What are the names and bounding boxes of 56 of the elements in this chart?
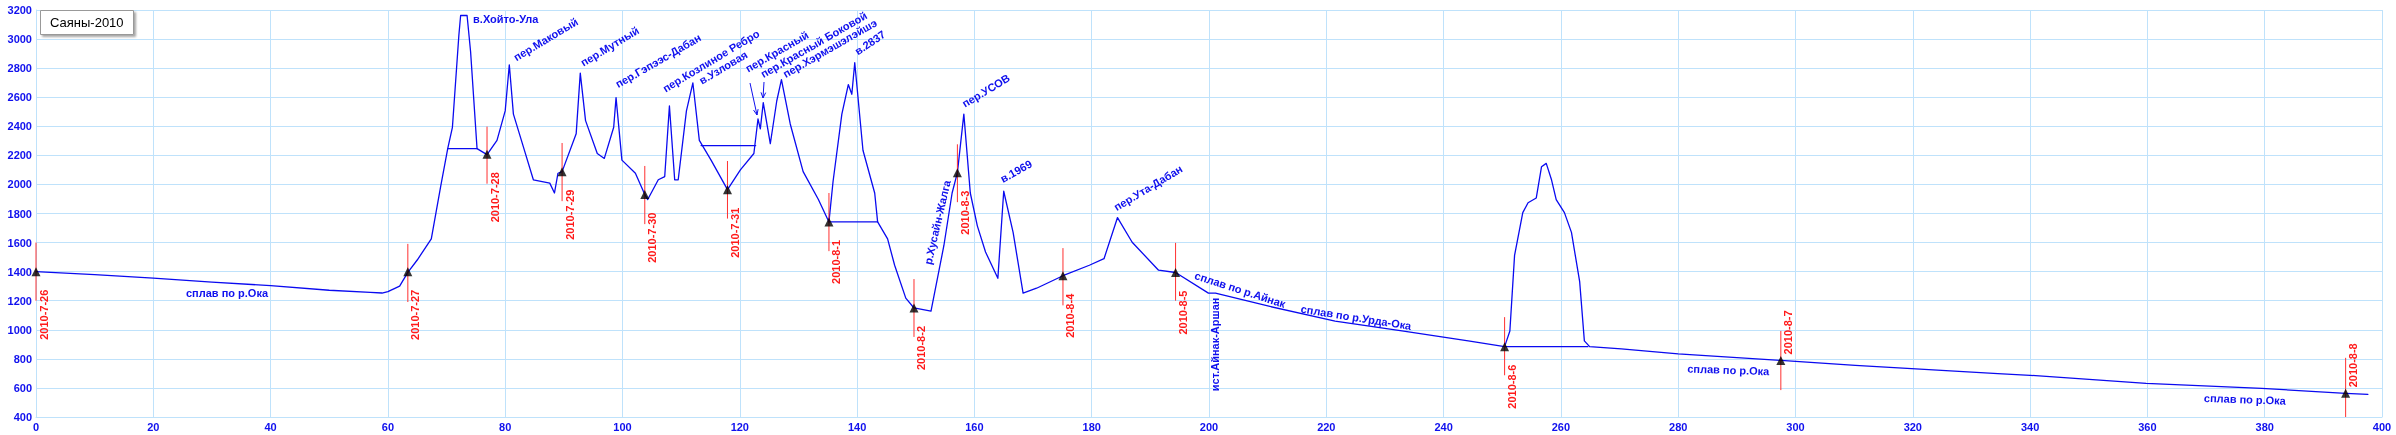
- x-tick-label: 120: [730, 420, 749, 433]
- x-tick-label: 20: [147, 420, 160, 433]
- x-tick-label: 100: [613, 420, 632, 433]
- x-tick-label: 380: [2255, 420, 2274, 433]
- x-tick-label: 300: [1786, 420, 1805, 433]
- annotation: сплав по р.Ока: [185, 286, 269, 299]
- x-tick-label: 280: [1669, 420, 1688, 433]
- y-tick-label: 2400: [7, 120, 32, 133]
- data-label: 2010-7-26: [37, 289, 50, 340]
- annotation: сплав по р.Ока: [2203, 391, 2287, 407]
- y-tick-label: 3200: [7, 4, 32, 16]
- data-label: 2010-8-4: [1064, 292, 1077, 338]
- data-label: 2010-8-8: [2347, 343, 2360, 388]
- y-tick-label: 3000: [7, 33, 32, 46]
- y-tick-label: 2000: [7, 178, 32, 191]
- x-tick-label: 0: [32, 420, 40, 433]
- chart-title: Саяны-2010: [50, 15, 124, 30]
- data-label: 2010-7-29: [563, 189, 576, 240]
- x-tick-label: 180: [1082, 420, 1101, 433]
- x-tick-label: 240: [1434, 420, 1453, 433]
- y-tick-label: 2600: [7, 91, 32, 104]
- x-tick-label: 360: [2138, 420, 2157, 433]
- data-label: 2010-8-6: [1506, 364, 1519, 409]
- y-tick-label: 1400: [7, 265, 32, 278]
- y-tick-label: 1800: [7, 207, 32, 220]
- x-tick-label: 400: [2372, 420, 2392, 433]
- data-label: 2010-7-30: [646, 212, 659, 263]
- data-label: 2010-8-1: [830, 239, 843, 284]
- data-label: 2010-8-7: [1782, 310, 1795, 355]
- y-tick-label: 800: [13, 352, 32, 365]
- annotation: сплав по р.Ока: [1687, 362, 1771, 378]
- y-tick-label: 1600: [7, 236, 32, 249]
- y-tick-label: 400: [13, 411, 32, 423]
- x-tick-label: 40: [264, 420, 277, 433]
- data-label: 2010-8-5: [1177, 290, 1190, 335]
- data-label: 2010-7-31: [728, 207, 741, 258]
- x-tick-label: 340: [2020, 420, 2040, 433]
- annotation: сплав по р.Урда-Ока: [1300, 302, 1414, 333]
- y-tick-label: 1000: [7, 323, 32, 336]
- y-tick-label: 2800: [7, 62, 32, 75]
- x-tick-label: 60: [381, 420, 395, 433]
- data-label: 2010-7-28: [488, 172, 501, 223]
- y-tick-label: 2200: [7, 149, 32, 162]
- data-label: 2010-8-3: [958, 190, 971, 235]
- x-tick-label: 200: [1199, 420, 1219, 433]
- data-label: 2010-7-27: [409, 289, 422, 340]
- x-tick-label: 160: [965, 420, 984, 433]
- x-tick-label: 320: [1903, 420, 1922, 433]
- x-tick-label: 260: [1551, 420, 1571, 433]
- x-tick-label: 220: [1317, 420, 1336, 433]
- x-tick-label: 80: [499, 420, 512, 433]
- annotation: ист.Айнак-Аршан: [1208, 297, 1221, 392]
- data-label: 2010-8-2: [915, 325, 928, 371]
- y-tick-label: 600: [13, 381, 32, 394]
- y-tick-label: 1200: [7, 294, 32, 307]
- x-tick-label: 140: [847, 420, 867, 433]
